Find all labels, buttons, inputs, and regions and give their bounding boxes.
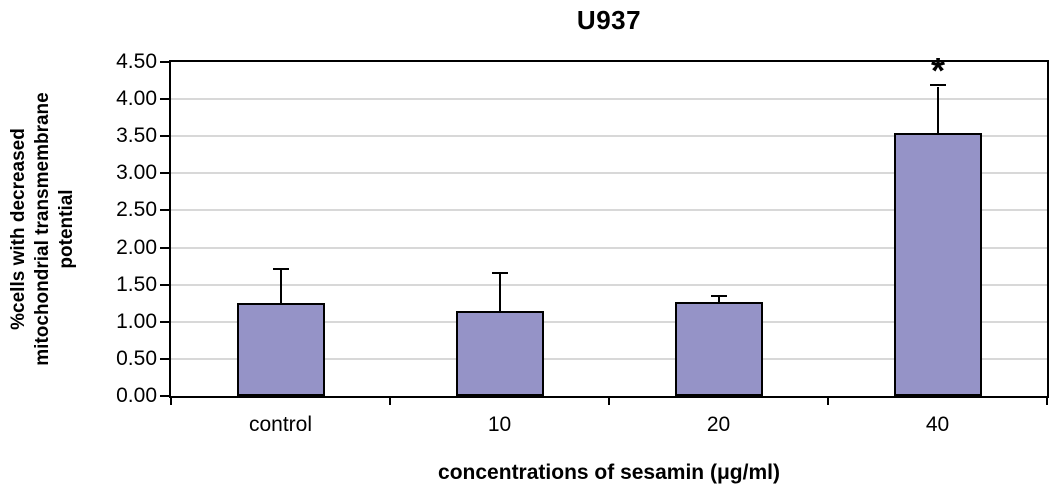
x-category-label-10: 10 bbox=[487, 413, 512, 436]
y-axis-title-line: %cells with decreased bbox=[8, 128, 29, 330]
y-tick-mark bbox=[160, 209, 169, 211]
y-tick-label: 3.50 bbox=[116, 124, 157, 147]
x-tick-mark bbox=[389, 396, 391, 405]
x-category-label-40: 40 bbox=[925, 413, 950, 436]
error-bar-cap-control bbox=[273, 268, 289, 270]
significance-asterisk: * bbox=[930, 50, 945, 91]
bar-20 bbox=[675, 302, 763, 396]
y-tick-mark bbox=[160, 284, 169, 286]
gridline bbox=[171, 357, 1047, 360]
x-tick-mark bbox=[608, 396, 610, 405]
gridline bbox=[171, 98, 1047, 101]
y-axis-title-line: mitochondrial transmembrane bbox=[32, 92, 53, 366]
y-tick-label: 2.50 bbox=[116, 198, 157, 221]
x-category-label-control: control bbox=[248, 413, 313, 436]
x-axis-title: concentrations of sesamin (μg/ml) bbox=[438, 461, 780, 484]
y-tick-mark bbox=[160, 321, 169, 323]
y-tick-mark bbox=[160, 135, 169, 137]
error-bar-cap-10 bbox=[492, 272, 508, 274]
plot-area: * bbox=[169, 50, 1049, 398]
gridline bbox=[171, 172, 1047, 175]
y-tick-mark bbox=[160, 247, 169, 249]
y-axis-title: %cells with decreased mitochondrial tran… bbox=[7, 61, 79, 397]
x-category-label-20: 20 bbox=[706, 413, 731, 436]
error-bar-10 bbox=[499, 274, 501, 311]
y-tick-mark bbox=[160, 172, 169, 174]
x-tick-mark bbox=[827, 396, 829, 405]
y-tick-mark bbox=[160, 358, 169, 360]
y-tick-mark bbox=[160, 61, 169, 63]
y-tick-mark bbox=[160, 98, 169, 100]
error-bar-cap-40 bbox=[930, 84, 946, 86]
y-tick-label: 0.00 bbox=[116, 384, 157, 407]
gridline bbox=[171, 246, 1047, 249]
error-bar-control bbox=[280, 270, 282, 303]
y-tick-label: 3.00 bbox=[116, 161, 157, 184]
y-tick-label: 4.00 bbox=[116, 87, 157, 110]
y-tick-label: 1.00 bbox=[116, 310, 157, 333]
y-tick-label: 0.50 bbox=[116, 347, 157, 370]
y-tick-label: 4.50 bbox=[116, 50, 157, 73]
y-tick-mark bbox=[160, 395, 169, 397]
error-bar-40 bbox=[937, 87, 939, 133]
chart-title: U937 bbox=[576, 5, 642, 35]
bar-10 bbox=[456, 311, 544, 396]
y-tick-label: 1.50 bbox=[116, 273, 157, 296]
x-tick-mark bbox=[170, 396, 172, 405]
gridline bbox=[171, 320, 1047, 323]
x-tick-mark bbox=[1046, 396, 1048, 405]
y-tick-label: 2.00 bbox=[116, 236, 157, 259]
bar-control bbox=[237, 303, 325, 396]
gridline bbox=[171, 135, 1047, 138]
bar-40 bbox=[894, 133, 982, 396]
error-bar-cap-20 bbox=[711, 295, 727, 297]
y-axis-title-line: potential bbox=[56, 189, 77, 269]
error-bar-20 bbox=[718, 297, 720, 302]
gridline bbox=[171, 283, 1047, 286]
gridline bbox=[171, 209, 1047, 212]
